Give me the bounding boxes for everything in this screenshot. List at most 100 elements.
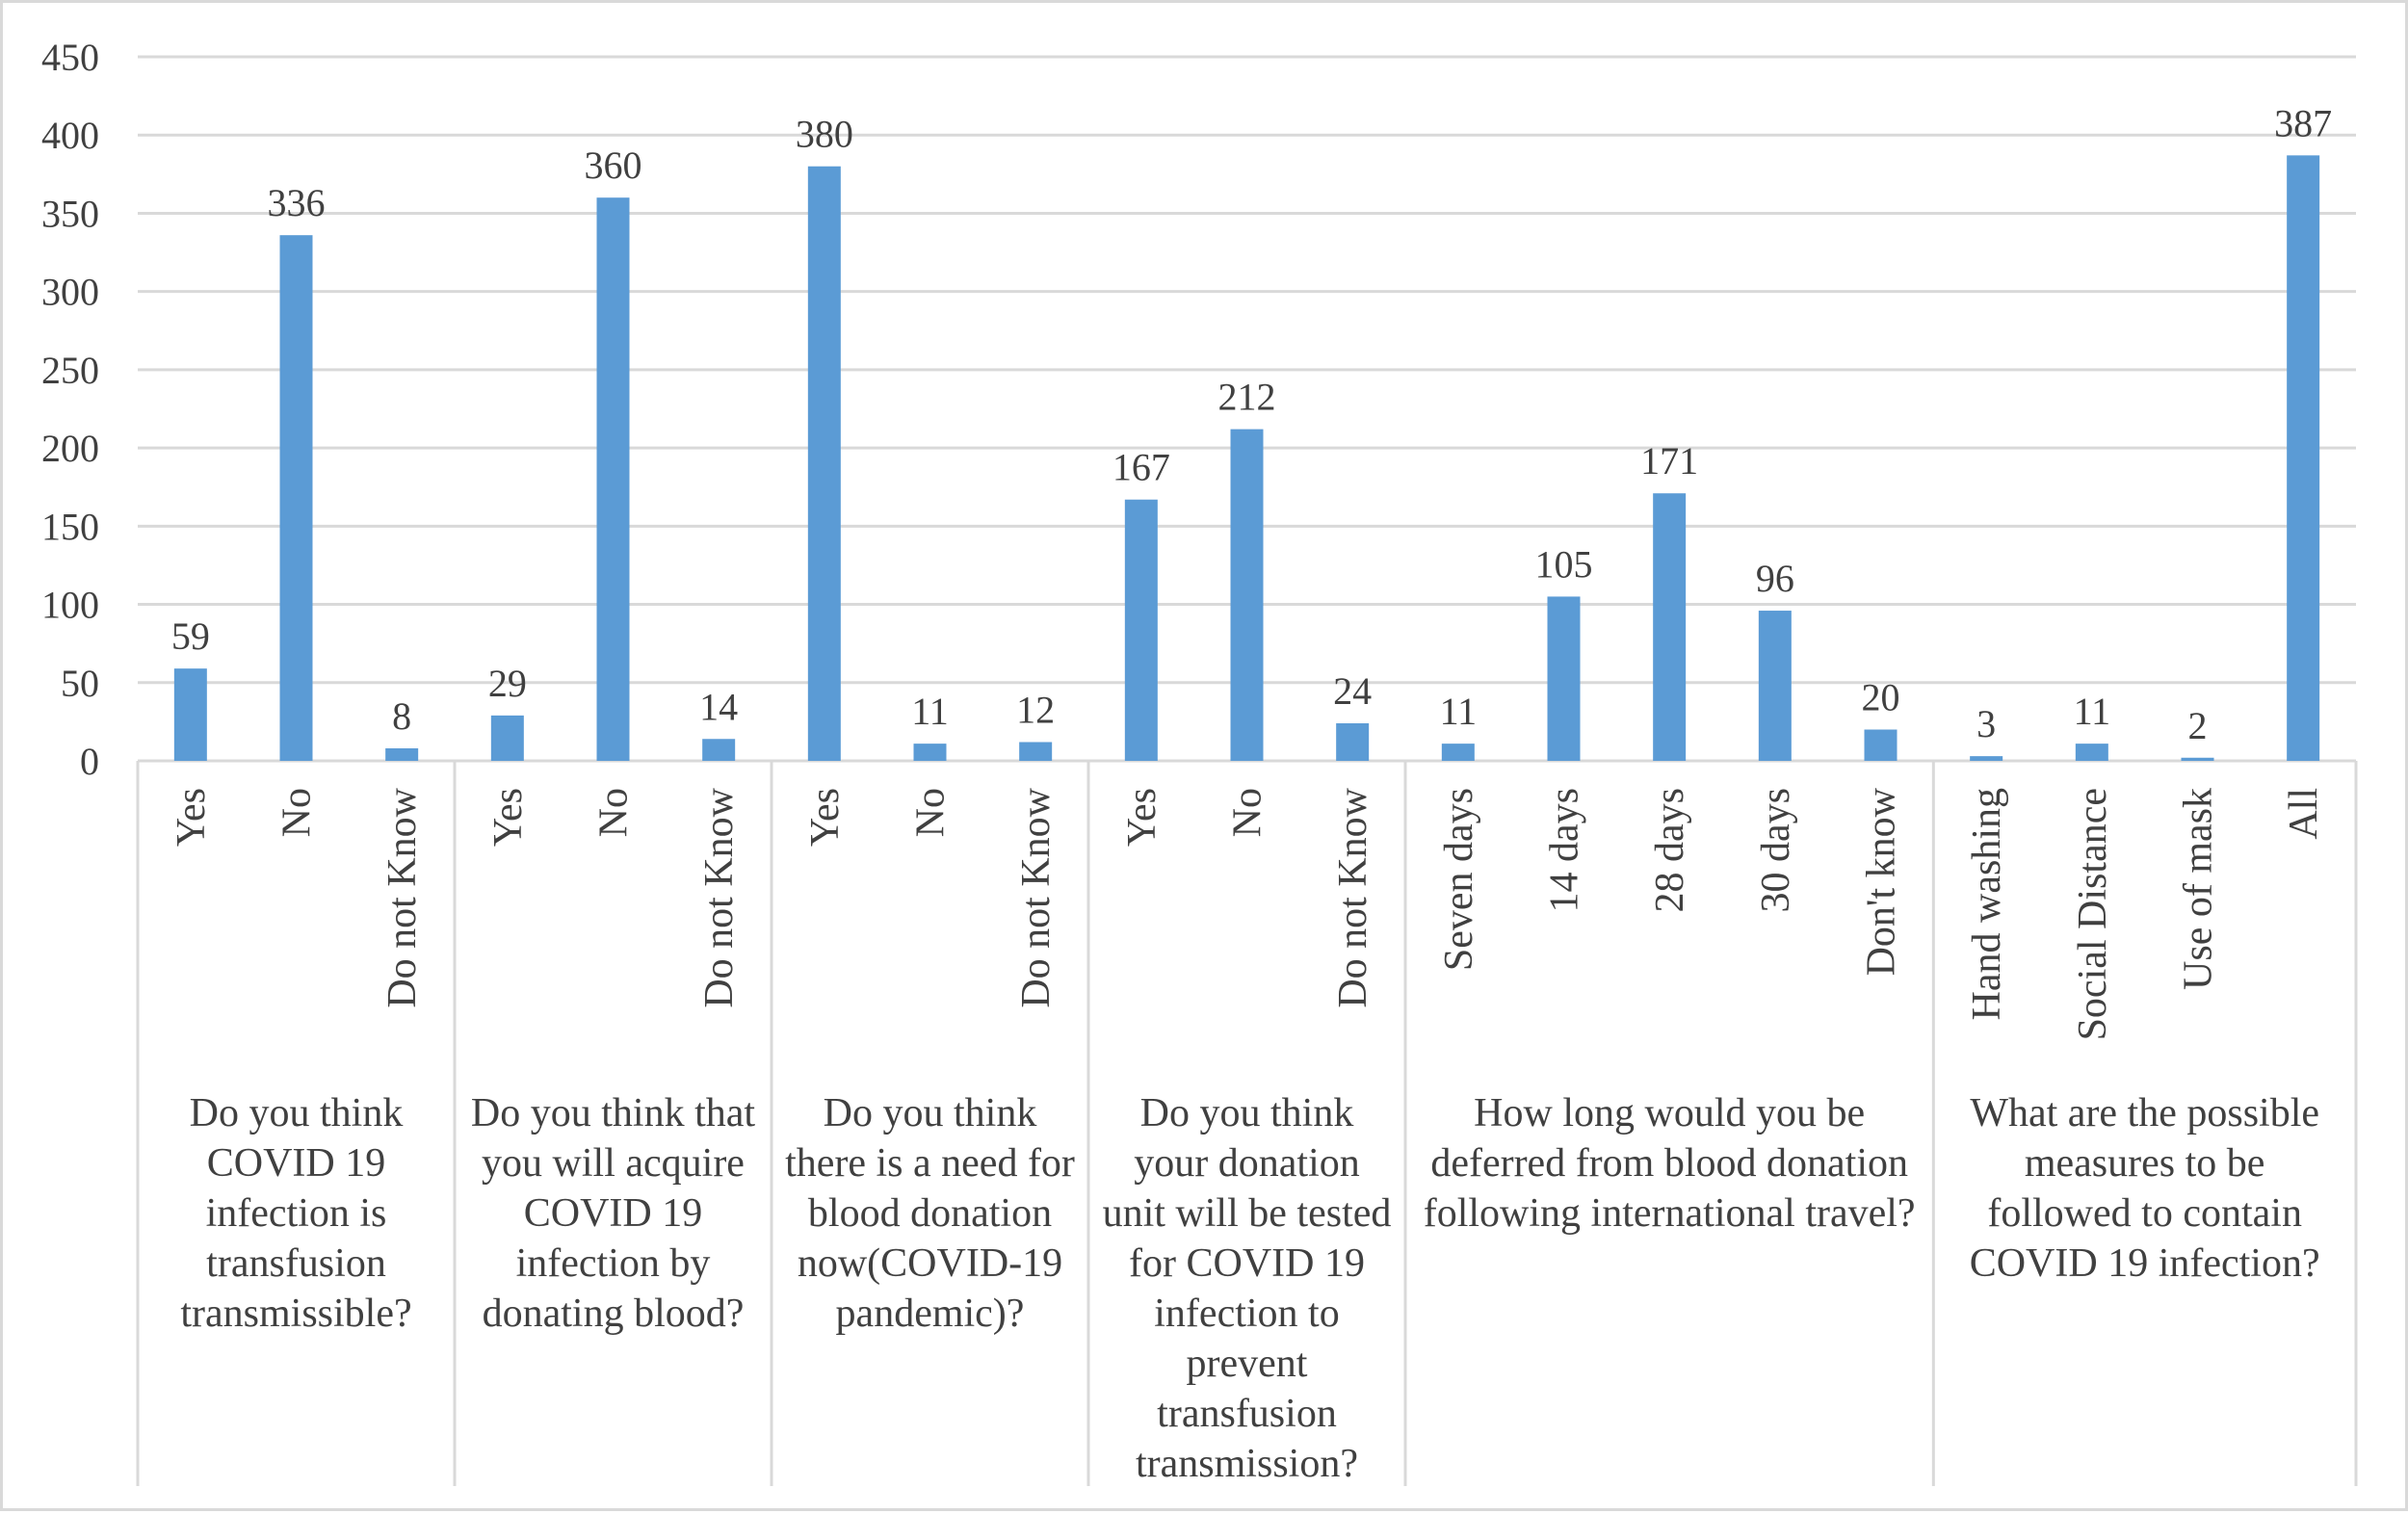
category-label: Use of mask	[2177, 788, 2221, 990]
group-label-line: infection by	[516, 1241, 711, 1286]
bar	[807, 166, 841, 761]
y-tick-label: 100	[41, 584, 99, 627]
data-label: 171	[1640, 439, 1698, 483]
group-label-line: donating blood?	[483, 1292, 745, 1336]
data-label: 96	[1756, 557, 1794, 600]
bar	[173, 668, 207, 761]
category-label: 30 days	[1754, 788, 1798, 913]
group-label-line: blood donation	[808, 1191, 1052, 1236]
group-label-line: your donation	[1134, 1141, 1359, 1186]
bar	[2287, 155, 2320, 762]
group-label-line: How long would you be	[1474, 1091, 1865, 1136]
data-label: 167	[1112, 446, 1170, 489]
bar	[490, 715, 524, 761]
bar	[1230, 429, 1264, 761]
group-label: Do you think there is a need for blood don…	[785, 1091, 1075, 1336]
group-label-line: prevent	[1187, 1342, 1308, 1386]
category-label: No	[592, 788, 637, 837]
bar	[1441, 744, 1475, 761]
bar	[279, 235, 313, 762]
data-label: 212	[1218, 376, 1276, 419]
category-label: No	[909, 788, 954, 837]
category-label: Yes	[486, 788, 531, 847]
bar	[1547, 596, 1581, 761]
group-label-line: deferred from blood donation	[1430, 1141, 1908, 1186]
group-label: How long would you be deferred from blood…	[1424, 1091, 1916, 1236]
bar	[1336, 723, 1370, 761]
y-tick-label: 0	[80, 740, 99, 783]
data-label: 380	[796, 113, 853, 156]
group-label-line: COVID 19	[207, 1141, 386, 1186]
group-label-line: pandemic)?	[836, 1292, 1025, 1336]
data-label: 12	[1016, 689, 1055, 732]
group-label-line: Do you think that	[471, 1091, 755, 1136]
group-label-line: measures to be	[2025, 1141, 2265, 1186]
data-label: 20	[1862, 676, 1900, 719]
category-label: 28 days	[1648, 788, 1692, 913]
y-tick-label: 150	[41, 505, 99, 548]
group-label: Do you think that you will acquire COVID 1…	[471, 1091, 755, 1336]
bar	[913, 744, 947, 761]
group-label-line: Do you think	[1140, 1091, 1354, 1136]
group-label-line: now(COVID-19	[798, 1241, 1062, 1286]
data-label: 8	[392, 694, 411, 738]
y-tick-label: 200	[41, 427, 99, 470]
category-label: No	[275, 788, 320, 837]
group-label-line: COVID 19 infection?	[1970, 1241, 2320, 1286]
group-label: Do you think COVID 19 infection is transfus…	[180, 1091, 411, 1336]
category-label: Yes	[1120, 788, 1165, 847]
bar	[1653, 493, 1687, 761]
category-label: Do not Know	[697, 787, 742, 1007]
category-label: Don't know	[1860, 787, 1904, 976]
group-label-line: What are the possible	[1970, 1091, 2319, 1136]
category-label: Seven days	[1437, 788, 1481, 971]
category-label: Yes	[803, 788, 848, 847]
y-tick-label: 350	[41, 192, 99, 235]
group-label-line: transmission?	[1136, 1442, 1358, 1486]
group-label-line: unit will be tested	[1103, 1191, 1392, 1236]
data-label: 59	[171, 614, 210, 658]
data-label: 2	[2188, 704, 2208, 747]
data-label: 11	[1440, 690, 1478, 733]
data-label: 11	[2074, 690, 2111, 733]
group-label-line: infection to	[1154, 1292, 1339, 1336]
bars: 59 336 8 29 360 14 380 11 12 167 212 24 11 105 171 96 20…	[171, 101, 2332, 762]
bar	[1864, 729, 1898, 761]
group-label-line: COVID 19	[524, 1191, 703, 1236]
group-label-line: Do you think	[190, 1091, 404, 1136]
data-label: 105	[1535, 542, 1593, 586]
y-tick-label: 50	[61, 662, 99, 705]
data-label: 29	[488, 662, 527, 705]
category-label: 14 days	[1543, 788, 1587, 913]
group-label-line: transfusion	[1157, 1392, 1337, 1436]
y-tick-label: 300	[41, 271, 99, 314]
category-label: Do not Know	[380, 787, 425, 1007]
bar	[1758, 611, 1792, 761]
bar	[702, 739, 736, 761]
data-label: 3	[1976, 702, 1996, 745]
category-label: Do not Know	[1014, 787, 1059, 1007]
y-axis: 0 50 100 150 200 250 300 350 400 450	[41, 36, 99, 783]
group-label: Do you think your donation unit will be te…	[1103, 1091, 1392, 1486]
category-label: Do not Know	[1331, 787, 1375, 1007]
data-label: 14	[699, 685, 738, 728]
category-label: Social Distance	[2071, 788, 2115, 1040]
bar	[1124, 499, 1158, 761]
group-label-line: following international travel?	[1424, 1191, 1916, 1236]
category-label: Yes	[170, 788, 214, 847]
data-label: 11	[911, 690, 949, 733]
bar	[1019, 742, 1053, 761]
category-label: No	[1226, 788, 1270, 837]
x-axis: Yes No Do not Know Do you think COVID 19 infe…	[136, 761, 2358, 1486]
category-label: All	[2282, 788, 2326, 840]
y-tick-label: 450	[41, 36, 99, 79]
bar-chart: 0 50 100 150 200 250 300 350 400 450 59 336 8 29 360 1…	[41, 36, 2358, 1486]
bar	[596, 197, 630, 761]
y-tick-label: 400	[41, 114, 99, 157]
group-label-line: infection is	[206, 1191, 387, 1236]
group-label-line: transfusion	[206, 1241, 386, 1286]
y-tick-label: 250	[41, 349, 99, 392]
data-label: 336	[268, 181, 326, 224]
data-label: 24	[1333, 669, 1372, 713]
